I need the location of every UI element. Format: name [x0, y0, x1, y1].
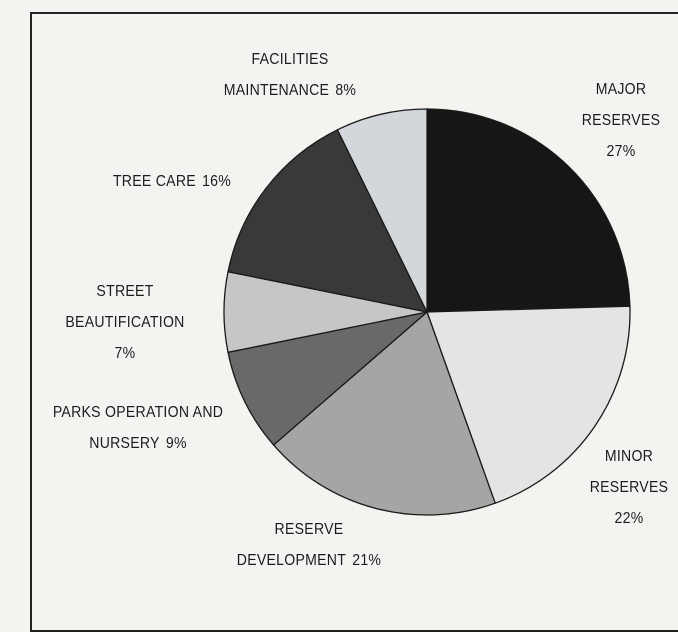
category-label: PARKS OPERATION AND NURSERY	[52, 404, 224, 452]
category-label: RESERVE DEVELOPMENT	[236, 521, 347, 569]
slice-label: MINOR RESERVES 22%	[586, 441, 672, 534]
category-label: STREET BEAUTIFICATION	[65, 283, 185, 331]
value-label: 21%	[352, 552, 382, 569]
slice-label: FACILITIES MAINTENANCE 8%	[202, 44, 378, 106]
slice-label: TREE CARE 16%	[93, 166, 251, 197]
value-label: 22%	[614, 510, 644, 527]
category-label: TREE CARE	[112, 173, 196, 190]
pie-slice	[272, 310, 497, 516]
category-label: MINOR RESERVES	[589, 448, 669, 496]
chart	[223, 108, 631, 516]
pie-slice	[227, 310, 430, 446]
slice-label: RESERVE DEVELOPMENT 21%	[212, 514, 406, 576]
slice-label: MAJOR RESERVES 27%	[577, 74, 665, 167]
value-label: 9%	[165, 435, 187, 452]
page: (() => { const data = JSON.parse(documen…	[30, 12, 678, 632]
pie-slice	[227, 128, 429, 313]
category-label: MAJOR RESERVES	[581, 81, 661, 129]
value-label: 7%	[114, 345, 136, 362]
value-label: 27%	[606, 143, 636, 160]
pie-slice	[336, 108, 428, 313]
slice-label: STREET BEAUTIFICATION 7%	[50, 276, 200, 369]
slice-label: PARKS OPERATION AND NURSERY 9%	[50, 397, 226, 459]
value-label: 16%	[202, 173, 232, 190]
category-label: FACILITIES MAINTENANCE	[223, 51, 330, 99]
value-label: 8%	[335, 82, 357, 99]
pie-slice	[426, 108, 631, 313]
